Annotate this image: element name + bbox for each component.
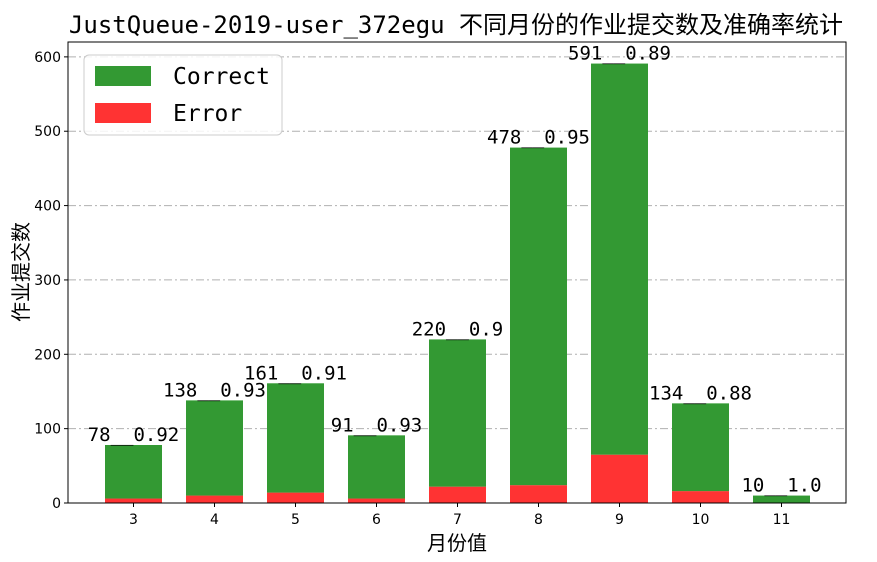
bar-error: [348, 498, 405, 503]
x-axis: 3 4 5 6 7 8 9 10 11: [129, 503, 790, 528]
bar-error: [672, 491, 729, 503]
bar-error: [591, 454, 648, 503]
x-tick-label: 4: [210, 512, 219, 528]
x-tick-label: 3: [129, 512, 138, 528]
bar-correct: [591, 63, 648, 455]
y-tick-label: 100: [34, 422, 61, 438]
legend-swatch-error: [95, 103, 151, 123]
bar-correct: [105, 445, 162, 499]
bar-total-label: 138__0.93: [163, 379, 266, 401]
x-tick-label: 6: [372, 512, 381, 528]
y-tick-label: 400: [34, 199, 61, 215]
x-tick-label: 5: [291, 512, 300, 528]
x-tick-label: 7: [453, 512, 462, 528]
bar-total-label: 134__0.88: [649, 382, 752, 404]
bar-error: [105, 498, 162, 503]
bar-correct: [267, 383, 324, 493]
x-tick-label: 11: [773, 512, 791, 528]
bar-correct: [672, 403, 729, 492]
bar-correct: [186, 400, 243, 496]
bar-error: [186, 495, 243, 503]
y-axis-label: 作业提交数: [9, 222, 33, 322]
y-tick-label: 0: [52, 496, 61, 512]
x-tick-label: 8: [534, 512, 543, 528]
y-tick-label: 200: [34, 347, 61, 363]
chart-title: JustQueue-2019-user_372egu 不同月份的作业提交数及准确…: [69, 11, 843, 39]
y-tick-label: 300: [34, 273, 61, 289]
legend-label-error: Error: [173, 101, 242, 127]
bar-correct: [510, 147, 567, 486]
bar-correct: [753, 495, 810, 503]
bar-correct: [348, 435, 405, 499]
y-axis: 0 100 200 300 400 500 600: [34, 50, 68, 512]
x-axis-label: 月份值: [427, 531, 487, 555]
x-tick-label: 10: [692, 512, 710, 528]
bar-error: [267, 492, 324, 503]
bar-error: [510, 485, 567, 503]
y-tick-label: 600: [34, 50, 61, 66]
legend-swatch-correct: [95, 66, 151, 86]
bar-total-label: 220__0.9: [412, 318, 504, 340]
x-tick-label: 9: [615, 512, 624, 528]
bar-total-label: 478__0.95: [487, 127, 590, 149]
bar-total-label: 591__0.89: [568, 43, 671, 65]
bar-total-label: 10__1.0: [741, 475, 821, 497]
bars: [105, 63, 810, 503]
bar-total-label: 91__0.93: [331, 414, 423, 436]
bar-total-label: 161__0.91: [244, 362, 347, 384]
bar-total-label: 78__0.92: [88, 424, 180, 446]
legend: Correct Error: [83, 54, 283, 136]
y-tick-label: 500: [34, 124, 61, 140]
bar-correct: [429, 339, 486, 487]
bar-error: [429, 486, 486, 503]
legend-label-correct: Correct: [173, 64, 270, 90]
